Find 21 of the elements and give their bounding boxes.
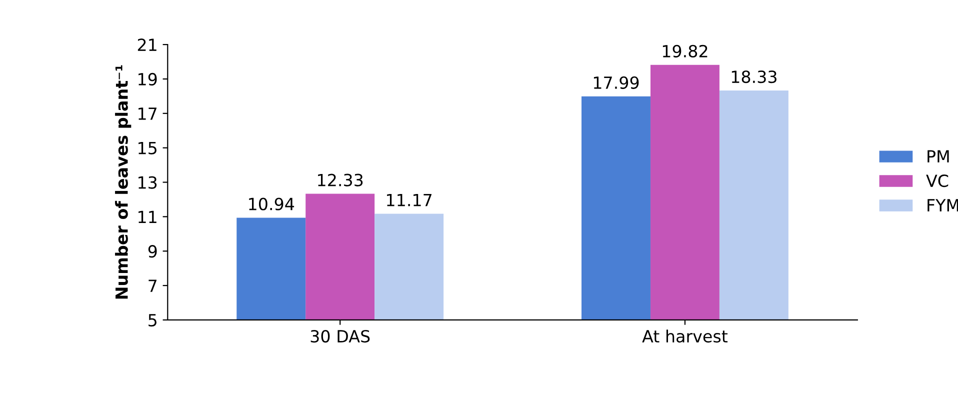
y-tick-label: 15 [138, 142, 156, 154]
x-tick-label: 30 DAS [310, 330, 370, 343]
data-label: 19.82 [662, 44, 708, 58]
legend-label: VC [926, 174, 948, 188]
data-label: 10.94 [249, 198, 294, 210]
legend-label: FYM [928, 199, 958, 212]
y-axis-title: Number of leaves plant⁻¹ [115, 65, 132, 299]
y-tick-label: 21 [138, 38, 156, 51]
y-tick-label: 13 [138, 176, 157, 189]
y-tick-label: 9 [148, 245, 157, 258]
data-label: 12.33 [318, 174, 363, 186]
y-tick-label: 17 [138, 108, 157, 120]
data-label: 17.99 [594, 76, 639, 89]
y-tick-label: 5 [148, 314, 156, 327]
data-label: 11.17 [387, 194, 432, 206]
y-tick-label: 7 [148, 280, 157, 292]
y-tick-label: 19 [138, 72, 157, 86]
x-tick-label: At harvest [642, 330, 728, 343]
y-tick-label: 11 [138, 210, 156, 224]
data-label: 18.33 [732, 70, 776, 84]
legend-label: PM [928, 150, 949, 162]
